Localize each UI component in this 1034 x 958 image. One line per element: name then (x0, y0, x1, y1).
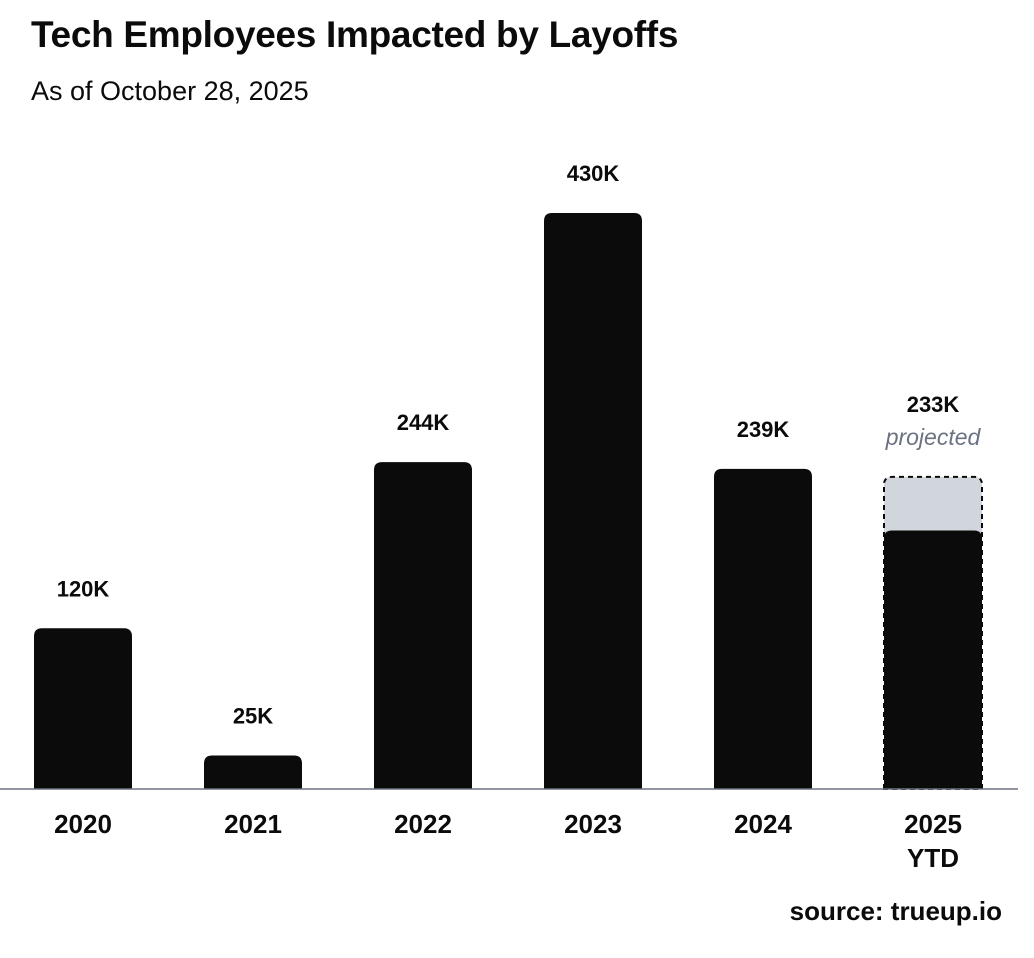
bar-2020 (34, 628, 132, 789)
bar-2025-YTD (884, 530, 982, 789)
bar-2024 (714, 468, 812, 789)
x-tick-label: YTD (907, 843, 959, 873)
projected-note: projected (885, 424, 982, 450)
data-label: 239K (737, 417, 790, 442)
bar-2023 (544, 213, 642, 789)
x-tick-label: 2023 (564, 809, 622, 839)
data-label: 120K (57, 576, 110, 601)
x-tick-label: 2022 (394, 809, 452, 839)
data-label: 233K (907, 392, 960, 417)
bar-2021 (204, 755, 302, 789)
chart-subtitle: As of October 28, 2025 (31, 76, 309, 106)
x-tick-label: 2024 (734, 809, 792, 839)
source-label: source: trueup.io (789, 896, 1002, 926)
x-tick-label: 2020 (54, 809, 112, 839)
chart-title: Tech Employees Impacted by Layoffs (31, 14, 679, 55)
bar-2022 (374, 462, 472, 789)
data-label: 244K (397, 410, 450, 435)
data-label: 430K (567, 161, 620, 186)
x-tick-label: 2021 (224, 809, 282, 839)
x-tick-label: 2025 (904, 809, 962, 839)
data-label: 25K (233, 704, 273, 729)
